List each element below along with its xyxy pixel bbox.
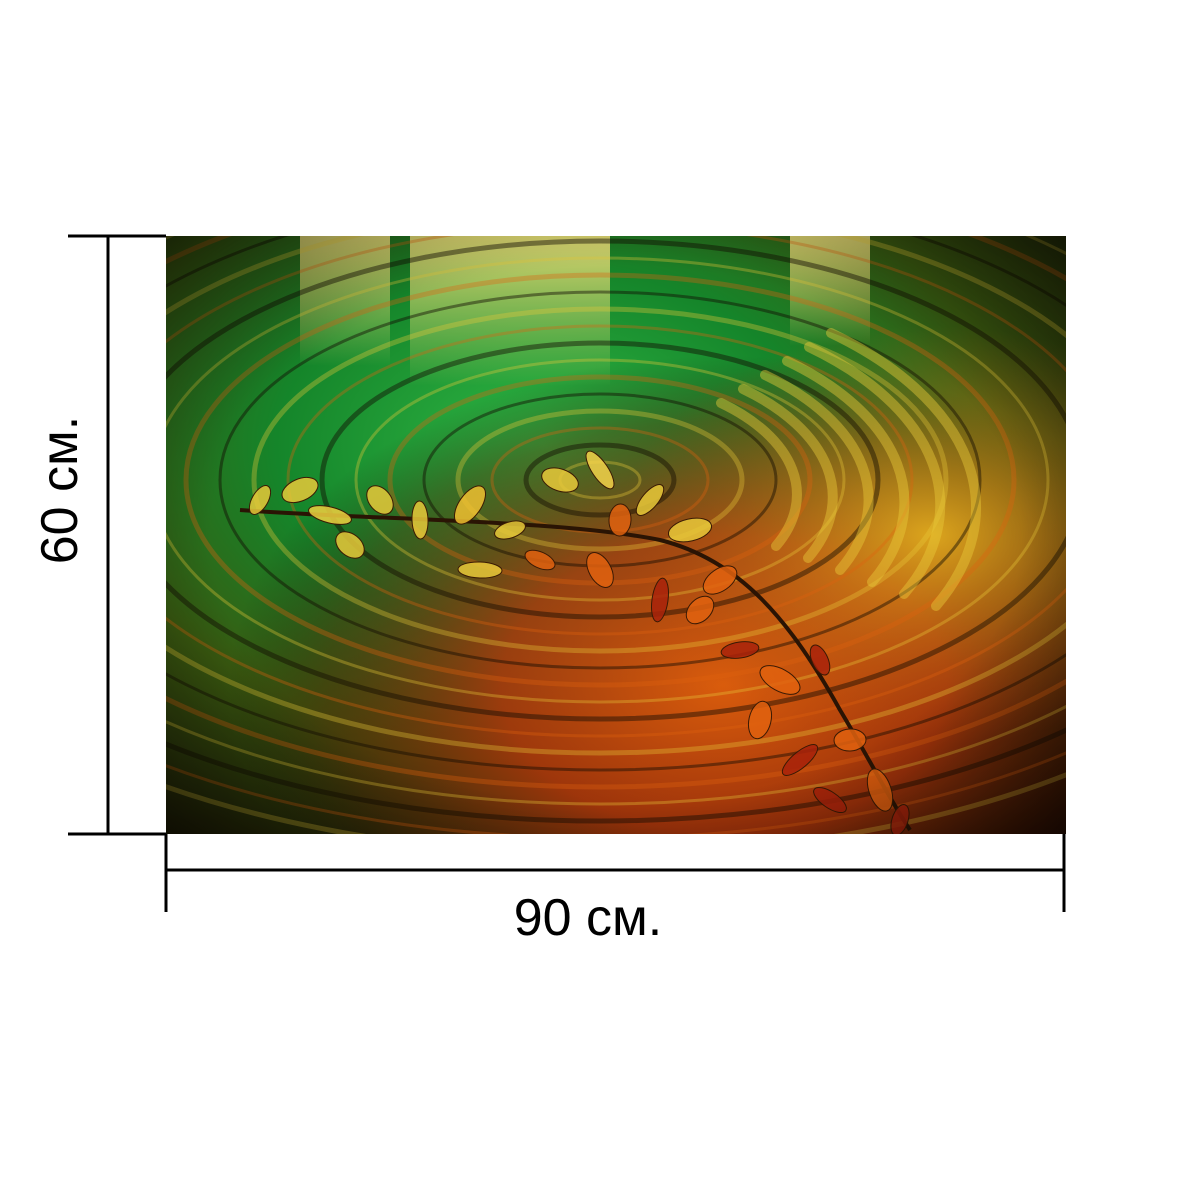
height-label: 60 см. xyxy=(31,415,89,565)
dimension-lines xyxy=(68,234,1066,912)
width-label: 90 см. xyxy=(513,889,663,947)
ripple-photo xyxy=(166,236,1066,834)
